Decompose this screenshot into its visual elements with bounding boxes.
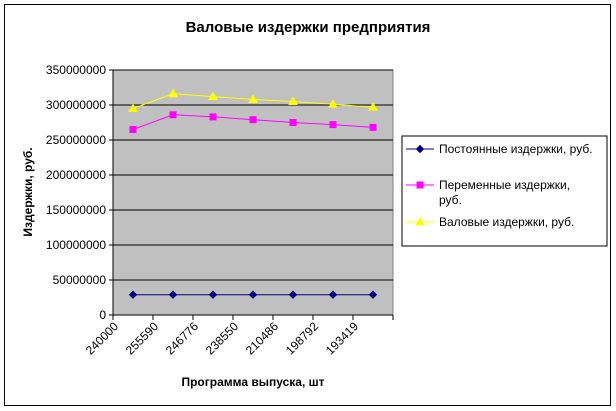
x-tick-label: 246776 [163,319,201,357]
diamond-marker [248,290,258,299]
diamond-marker [208,290,218,299]
square-marker [289,119,297,126]
series-group [128,290,378,299]
x-tick-label: 193419 [323,319,361,357]
y-tick-label: 200000000 [46,168,106,182]
legend-entry: Переменные издержки,руб. [406,178,570,207]
x-tick-label: 240000 [83,319,121,357]
legend-label: руб. [439,193,462,207]
square-marker [249,116,257,124]
y-tick-label: 300000000 [46,98,106,112]
triangle-marker [288,96,298,105]
square-marker [369,123,377,131]
triangle-marker [328,99,338,108]
triangle-marker [168,88,178,98]
y-tick-label: 350000000 [46,63,106,77]
diamond-marker [328,290,338,299]
y-tick-label: 0 [99,308,106,322]
diamond-marker [415,144,425,154]
square-marker [129,126,137,133]
triangle-marker [415,216,425,226]
series-group [128,88,378,112]
x-tick-label: 198792 [283,319,321,357]
square-marker [416,181,424,189]
legend: Постоянные издержки, руб. Переменные изде… [401,135,608,247]
triangle-marker [128,103,138,112]
triangle-marker [368,102,378,111]
y-axis-title: Издержки, руб. [21,147,35,236]
square-marker [169,111,177,119]
diamond-marker [288,290,298,299]
y-tick-label: 150000000 [46,203,106,217]
y-tick-label: 50000000 [53,273,107,287]
legend-entry: Валовые издержки, руб. [406,215,574,229]
series-group [129,111,377,133]
legend-label: Валовые издержки, руб. [439,215,574,229]
diamond-marker [168,290,178,299]
x-axis-title: Программа выпуска, шт [181,375,324,389]
y-axis: 0 50000000 100000000 150000000 200000000 2500… [46,63,114,322]
legend-entry: Постоянные издержки, руб. [406,142,593,156]
x-tick-label: 210486 [243,319,281,357]
y-tick-label: 250000000 [46,133,106,147]
plot-area [112,69,394,316]
x-tick-label: 255590 [123,319,161,357]
square-marker [329,121,337,129]
legend-box [401,135,608,247]
chart-title: Валовые издержки предприятия [186,19,431,36]
diamond-marker [368,290,378,299]
square-marker [209,113,217,121]
x-tick-label: 238550 [203,319,241,357]
triangle-marker [248,94,258,103]
y-tick-label: 100000000 [46,238,106,252]
x-axis: 240000 255590 246776 238550 210486 198792 1934… [83,314,394,357]
triangle-marker [208,91,218,101]
legend-label: Переменные издержки, [439,178,570,192]
legend-label: Постоянные издержки, руб. [439,142,593,156]
diamond-marker [128,290,138,299]
series-layer [128,88,378,299]
